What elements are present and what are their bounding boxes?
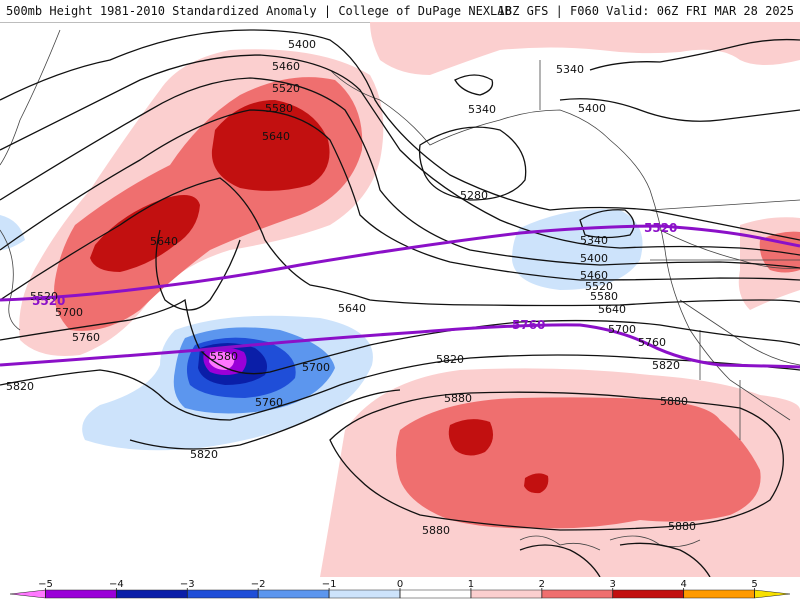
contour-label: 5580 <box>265 102 293 115</box>
contour-label: 5760 <box>255 396 283 409</box>
contour-label: 5820 <box>190 448 218 461</box>
contour-label: 5640 <box>262 130 290 143</box>
legend-tick-label: −1 <box>322 579 337 590</box>
contour-label: 5880 <box>422 524 450 537</box>
contour-label: 5520 <box>585 280 613 293</box>
legend-bin <box>683 589 755 599</box>
anomaly-area-positive-strong <box>211 100 330 191</box>
contour-label: 5700 <box>608 323 636 336</box>
legend-tick-label: 4 <box>680 579 686 590</box>
contour-label: 5880 <box>668 520 696 533</box>
legend-bin <box>612 589 684 599</box>
legend-bin <box>328 589 401 599</box>
reference-labels: 5520 5520 5760 <box>32 221 677 332</box>
contour-label: 5640 <box>338 302 366 315</box>
contour-label: 5880 <box>660 395 688 408</box>
contour-label: 5460 <box>580 269 608 282</box>
contour-label: 5700 <box>302 361 330 374</box>
reference-contour-5520 <box>0 224 800 302</box>
legend-tick-label: −2 <box>251 579 266 590</box>
legend-bin <box>399 589 472 599</box>
contour-label: 5820 <box>6 380 34 393</box>
height-contours <box>0 29 800 577</box>
legend-tick-label: 3 <box>610 579 616 590</box>
legend-tick-label: 0 <box>397 579 403 590</box>
contour-label: 5340 <box>468 103 496 116</box>
legend-tick-label: 1 <box>468 579 474 590</box>
contour-label: 5520 <box>272 82 300 95</box>
anomaly-area-positive-light <box>370 22 800 75</box>
anomaly-area-negative-peak <box>209 351 235 370</box>
reference-contour-5760 <box>0 323 800 369</box>
map-title: 500mb Height 1981-2010 Standardized Anom… <box>6 4 512 18</box>
contour-label: 5580 <box>210 350 238 363</box>
contour-label: 5640 <box>150 235 178 248</box>
anomaly-area-positive-medium <box>396 397 761 529</box>
anomaly-shading <box>0 22 800 577</box>
contour-label: 5400 <box>288 38 316 51</box>
contour-label: 5520 <box>30 290 58 303</box>
contour-label: 5280 <box>460 189 488 202</box>
legend-tick-label: −4 <box>109 579 124 590</box>
legend-bin <box>9 589 46 599</box>
contour-label: 5820 <box>436 353 464 366</box>
legend-bin <box>754 589 791 599</box>
legend-tick-label: 2 <box>539 579 545 590</box>
contour-label: 5820 <box>652 359 680 372</box>
contour-label: 5580 <box>590 290 618 303</box>
color-legend: −5 −4 −3 −2 −1 0 1 2 3 4 5 <box>0 577 800 600</box>
reference-label: 5760 <box>512 318 545 332</box>
anomaly-area-positive-strong <box>448 419 494 456</box>
legend-tick-label: −3 <box>180 579 195 590</box>
anomaly-area-positive-strong <box>524 473 549 494</box>
anomaly-area-negative-light <box>0 215 25 250</box>
legend-bin <box>470 589 543 599</box>
contour-label: 5700 <box>55 306 83 319</box>
reference-contours <box>0 224 800 369</box>
legend-bin <box>257 589 330 599</box>
contour-label: 5340 <box>580 234 608 247</box>
contour-label: 5400 <box>578 102 606 115</box>
legend-ticks: −5 −4 −3 −2 −1 0 1 2 3 4 5 <box>38 579 758 598</box>
contour-label: 5460 <box>272 60 300 73</box>
legend-tick-label: −5 <box>38 579 53 590</box>
legend-bin <box>45 589 117 599</box>
contour-label: 5760 <box>72 331 100 344</box>
legend-tick-label: 5 <box>751 579 757 590</box>
coastlines <box>0 29 800 551</box>
contour-label: 5640 <box>598 303 626 316</box>
contour-labels: 5400 5460 5520 5580 5640 5640 5520 5700 … <box>6 38 696 537</box>
reference-label: 5520 <box>32 294 65 308</box>
legend-bin <box>541 589 613 599</box>
legend-bin <box>116 589 188 599</box>
model-run-label: 18Z GFS | F060 Valid: 06Z FRI MAR 28 202… <box>497 4 794 18</box>
contour-label: 5880 <box>444 392 472 405</box>
header-bar: 500mb Height 1981-2010 Standardized Anom… <box>0 0 800 23</box>
anomaly-map: 5400 5460 5520 5580 5640 5640 5520 5700 … <box>0 22 800 577</box>
anomaly-area-negative-light <box>512 209 643 290</box>
legend-bin <box>187 589 259 599</box>
anomaly-area-positive-strong <box>90 195 200 272</box>
contour-label: 5340 <box>556 63 584 76</box>
contour-label: 5400 <box>580 252 608 265</box>
contour-label: 5760 <box>638 336 666 349</box>
reference-label: 5520 <box>644 221 677 235</box>
